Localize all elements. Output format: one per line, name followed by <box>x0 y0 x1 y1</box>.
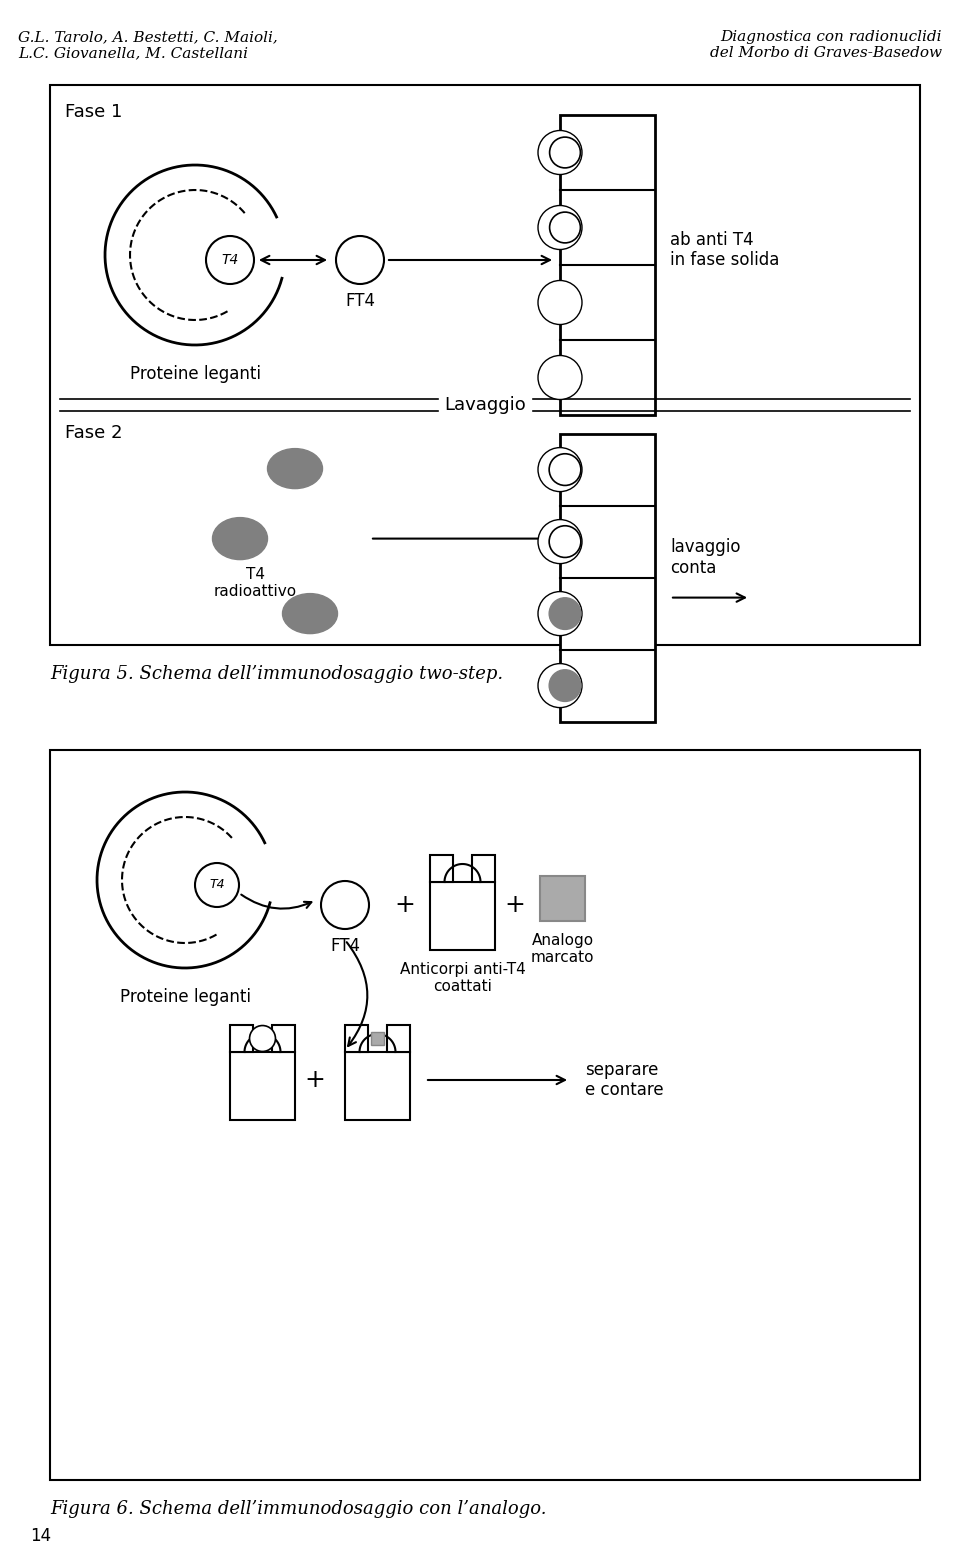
Bar <box>560 116 655 414</box>
Text: Proteine leganti: Proteine leganti <box>119 988 251 1006</box>
Bar <box>371 1032 384 1045</box>
Circle shape <box>336 236 384 285</box>
Bar <box>230 1053 295 1120</box>
Circle shape <box>538 280 582 324</box>
Ellipse shape <box>268 449 323 488</box>
Text: T4: T4 <box>209 879 225 891</box>
Bar <box>230 1024 252 1053</box>
Circle shape <box>538 447 582 491</box>
Ellipse shape <box>282 594 338 633</box>
Text: T4: T4 <box>222 253 239 267</box>
Circle shape <box>538 591 582 635</box>
Text: +: + <box>505 893 525 917</box>
Circle shape <box>538 355 582 399</box>
Bar <box>430 856 453 882</box>
Text: Anticorpi anti-T4
coattati: Anticorpi anti-T4 coattati <box>399 962 525 995</box>
Circle shape <box>321 881 369 929</box>
Text: Analogo
marcato: Analogo marcato <box>531 934 594 965</box>
Circle shape <box>549 526 581 557</box>
Ellipse shape <box>212 518 268 560</box>
Circle shape <box>538 205 582 250</box>
Bar <box>273 1024 295 1053</box>
Circle shape <box>549 597 581 629</box>
Text: ab anti T4
in fase solida: ab anti T4 in fase solida <box>670 230 780 269</box>
Circle shape <box>195 863 239 907</box>
Text: G.L. Tarolo, A. Bestetti, C. Maioli,
L.C. Giovanella, M. Castellani: G.L. Tarolo, A. Bestetti, C. Maioli, L.C… <box>18 30 277 59</box>
Circle shape <box>549 454 581 485</box>
Bar <box>560 433 655 721</box>
Text: Figura 6. Schema dell’immunodosaggio con l’analogo.: Figura 6. Schema dell’immunodosaggio con… <box>50 1500 546 1519</box>
Circle shape <box>538 130 582 175</box>
Bar <box>345 1053 410 1120</box>
Bar <box>50 751 920 1480</box>
Circle shape <box>549 138 581 167</box>
Circle shape <box>206 236 254 285</box>
Text: +: + <box>395 893 416 917</box>
Text: FT4: FT4 <box>345 292 375 310</box>
Text: Diagnostica con radionuclidi
del Morbo di Graves-Basedow: Diagnostica con radionuclidi del Morbo d… <box>710 30 942 59</box>
Circle shape <box>549 213 581 242</box>
Text: 14: 14 <box>30 1526 51 1545</box>
Text: Lavaggio: Lavaggio <box>444 396 526 413</box>
Text: FT4: FT4 <box>330 937 360 956</box>
Text: Proteine leganti: Proteine leganti <box>130 364 260 383</box>
Bar <box>345 1024 368 1053</box>
Circle shape <box>538 519 582 563</box>
Bar <box>50 84 920 644</box>
Bar <box>540 876 585 921</box>
Text: +: + <box>304 1068 325 1092</box>
Circle shape <box>250 1026 276 1051</box>
Text: Figura 5. Schema dell’immunodosaggio two-step.: Figura 5. Schema dell’immunodosaggio two… <box>50 665 503 683</box>
Bar <box>472 856 495 882</box>
Text: Fase 2: Fase 2 <box>65 424 123 441</box>
Circle shape <box>549 669 581 701</box>
Bar <box>430 882 495 949</box>
Text: separare
e contare: separare e contare <box>585 1060 663 1099</box>
Text: Fase 1: Fase 1 <box>65 103 122 120</box>
Bar <box>387 1024 410 1053</box>
Text: T4
radioattivo: T4 radioattivo <box>213 566 297 599</box>
Circle shape <box>538 663 582 707</box>
Text: lavaggio
conta: lavaggio conta <box>670 538 740 577</box>
